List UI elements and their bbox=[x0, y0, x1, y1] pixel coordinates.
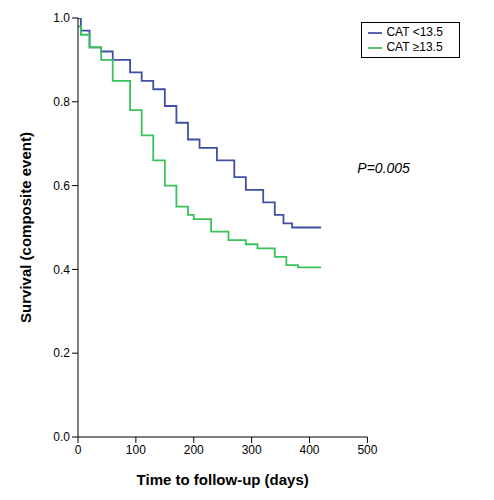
svg-text:1.0: 1.0 bbox=[53, 11, 70, 25]
html-text:P=0.005: P=0.005 bbox=[357, 160, 410, 177]
svg-text:0: 0 bbox=[75, 443, 82, 457]
svg-text:500: 500 bbox=[357, 443, 377, 457]
svg-text:0.6: 0.6 bbox=[53, 179, 70, 193]
svg-text:100: 100 bbox=[126, 443, 146, 457]
svg-text:0.4: 0.4 bbox=[53, 263, 70, 277]
html-text:CAT ≥13.5: CAT ≥13.5 bbox=[386, 39, 443, 54]
svg-text:300: 300 bbox=[242, 443, 262, 457]
html-text:CAT <13.5: CAT <13.5 bbox=[386, 25, 443, 39]
svg-text:0.0: 0.0 bbox=[53, 430, 70, 444]
svg-text:200: 200 bbox=[184, 443, 204, 457]
svg-text:0.8: 0.8 bbox=[53, 95, 70, 109]
svg-text:Time to follow-up (days): Time to follow-up (days) bbox=[137, 471, 309, 488]
svg-text:400: 400 bbox=[300, 443, 320, 457]
svg-text:Survival (composite event): Survival (composite event) bbox=[17, 132, 34, 323]
svg-text:0.2: 0.2 bbox=[53, 346, 70, 360]
